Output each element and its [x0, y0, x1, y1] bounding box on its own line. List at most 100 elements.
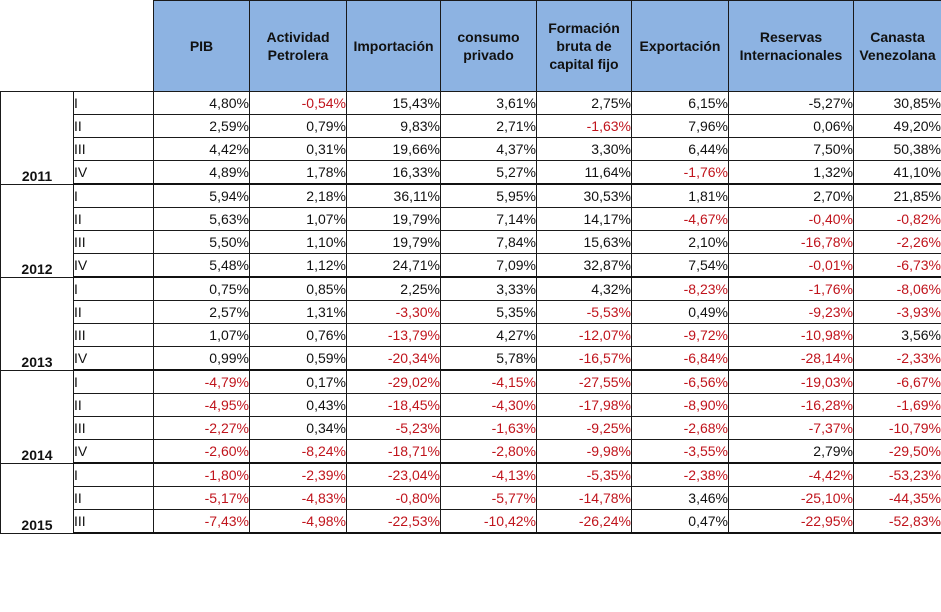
value-cell: 5,50% — [153, 230, 250, 254]
value-cell: 1,31% — [249, 300, 347, 324]
value-cell: -2,38% — [631, 463, 729, 487]
column-header: Actividad Petrolera — [249, 0, 347, 92]
value-cell: -9,25% — [536, 416, 632, 440]
column-header: Formación bruta de capital fijo — [536, 0, 632, 92]
value-cell: 2,59% — [153, 114, 250, 138]
value-cell: 7,54% — [631, 253, 729, 278]
table-row: II 2,57% 1,31% -3,30% 5,35% -5,53% 0,49% -9,23%… — [1, 300, 941, 324]
value-cell: -10,98% — [728, 323, 854, 347]
value-cell: -3,55% — [631, 439, 729, 464]
value-cell: -9,98% — [536, 439, 632, 464]
value-cell: -12,07% — [536, 323, 632, 347]
value-cell: -4,67% — [631, 207, 729, 231]
value-cell: 1,07% — [153, 323, 250, 347]
value-cell: -16,28% — [728, 393, 854, 417]
value-cell: 1,12% — [249, 253, 347, 278]
value-cell: 7,09% — [440, 253, 537, 278]
column-header: PIB — [153, 0, 250, 92]
value-cell: 0,79% — [249, 114, 347, 138]
value-cell: -2,27% — [153, 416, 250, 440]
value-cell: -0,80% — [346, 486, 441, 510]
value-cell: 6,15% — [631, 91, 729, 115]
value-cell: 4,89% — [153, 160, 250, 185]
value-cell: -1,63% — [536, 114, 632, 138]
value-cell: -6,56% — [631, 370, 729, 394]
value-cell: 19,66% — [346, 137, 441, 161]
value-cell: -16,57% — [536, 346, 632, 371]
quarter-label: IV — [73, 439, 154, 464]
value-cell: -29,02% — [346, 370, 441, 394]
value-cell: -8,06% — [853, 277, 941, 301]
value-cell: -17,98% — [536, 393, 632, 417]
quarterly-indicators-table: PIB Actividad Petrolera Importación cons… — [0, 0, 941, 534]
value-cell: -8,24% — [249, 439, 347, 464]
value-cell: 32,87% — [536, 253, 632, 278]
value-cell: -10,42% — [440, 509, 537, 534]
value-cell: -5,17% — [153, 486, 250, 510]
value-cell: 2,57% — [153, 300, 250, 324]
value-cell: 5,48% — [153, 253, 250, 278]
value-cell: -1,76% — [631, 160, 729, 185]
value-cell: 3,46% — [631, 486, 729, 510]
value-cell: 9,83% — [346, 114, 441, 138]
value-cell: -19,03% — [728, 370, 854, 394]
table-row: II 2,59% 0,79% 9,83% 2,71% -1,63% 7,96% 0,06% 49… — [1, 114, 941, 138]
value-cell: 1,10% — [249, 230, 347, 254]
value-cell: -0,54% — [249, 91, 347, 115]
value-cell: 3,56% — [853, 323, 941, 347]
value-cell: 0,31% — [249, 137, 347, 161]
value-cell: -10,79% — [853, 416, 941, 440]
value-cell: -7,43% — [153, 509, 250, 534]
value-cell: 49,20% — [853, 114, 941, 138]
table-row: 2014 I -4,79% 0,17% -29,02% -4,15% -27,55% -6,5… — [0, 369, 941, 464]
year-label: 2013 — [0, 276, 74, 371]
value-cell: -6,84% — [631, 346, 729, 371]
table-row: 2013 I 0,75% 0,85% 2,25% 3,33% 4,32% -8,23% -1,7… — [0, 276, 941, 371]
value-cell: 50,38% — [853, 137, 941, 161]
value-cell: 7,14% — [440, 207, 537, 231]
value-cell: -20,34% — [346, 346, 441, 371]
year-label: 2014 — [0, 369, 74, 464]
value-cell: 0,49% — [631, 300, 729, 324]
value-cell: -22,95% — [728, 509, 854, 534]
table-body: 2011 I 4,80% -0,54% 15,43% 3,61% 2,75% 6,15% -5,… — [0, 91, 941, 534]
value-cell: -8,90% — [631, 393, 729, 417]
value-cell: 36,11% — [346, 184, 441, 208]
value-cell: -7,37% — [728, 416, 854, 440]
quarter-label: II — [73, 207, 154, 231]
value-cell: 2,18% — [249, 184, 347, 208]
value-cell: -1,69% — [853, 393, 941, 417]
value-cell: -13,79% — [346, 323, 441, 347]
value-cell: -22,53% — [346, 509, 441, 534]
table-row: IV -2,60% -8,24% -18,71% -2,80% -9,98% -3,55% 2… — [1, 439, 941, 464]
value-cell: 3,30% — [536, 137, 632, 161]
value-cell: -5,77% — [440, 486, 537, 510]
value-cell: 0,76% — [249, 323, 347, 347]
value-cell: -5,23% — [346, 416, 441, 440]
value-cell: 0,34% — [249, 416, 347, 440]
value-cell: -6,73% — [853, 253, 941, 278]
quarter-label: I — [73, 463, 154, 487]
quarter-label: III — [73, 509, 154, 534]
value-cell: 41,10% — [853, 160, 941, 185]
value-cell: 30,85% — [853, 91, 941, 115]
value-cell: -1,76% — [728, 277, 854, 301]
value-cell: -4,42% — [728, 463, 854, 487]
value-cell: 7,96% — [631, 114, 729, 138]
value-cell: -27,55% — [536, 370, 632, 394]
value-cell: 19,79% — [346, 230, 441, 254]
table-row: II -5,17% -4,83% -0,80% -5,77% -14,78% 3,46% -2… — [1, 486, 941, 510]
value-cell: -4,15% — [440, 370, 537, 394]
value-cell: 2,70% — [728, 184, 854, 208]
value-cell: 4,42% — [153, 137, 250, 161]
value-cell: 30,53% — [536, 184, 632, 208]
value-cell: 15,43% — [346, 91, 441, 115]
value-cell: 1,32% — [728, 160, 854, 185]
quarter-label: III — [73, 323, 154, 347]
quarter-label: I — [73, 277, 154, 301]
value-cell: -6,67% — [853, 370, 941, 394]
value-cell: -2,68% — [631, 416, 729, 440]
value-cell: 5,78% — [440, 346, 537, 371]
value-cell: 16,33% — [346, 160, 441, 185]
